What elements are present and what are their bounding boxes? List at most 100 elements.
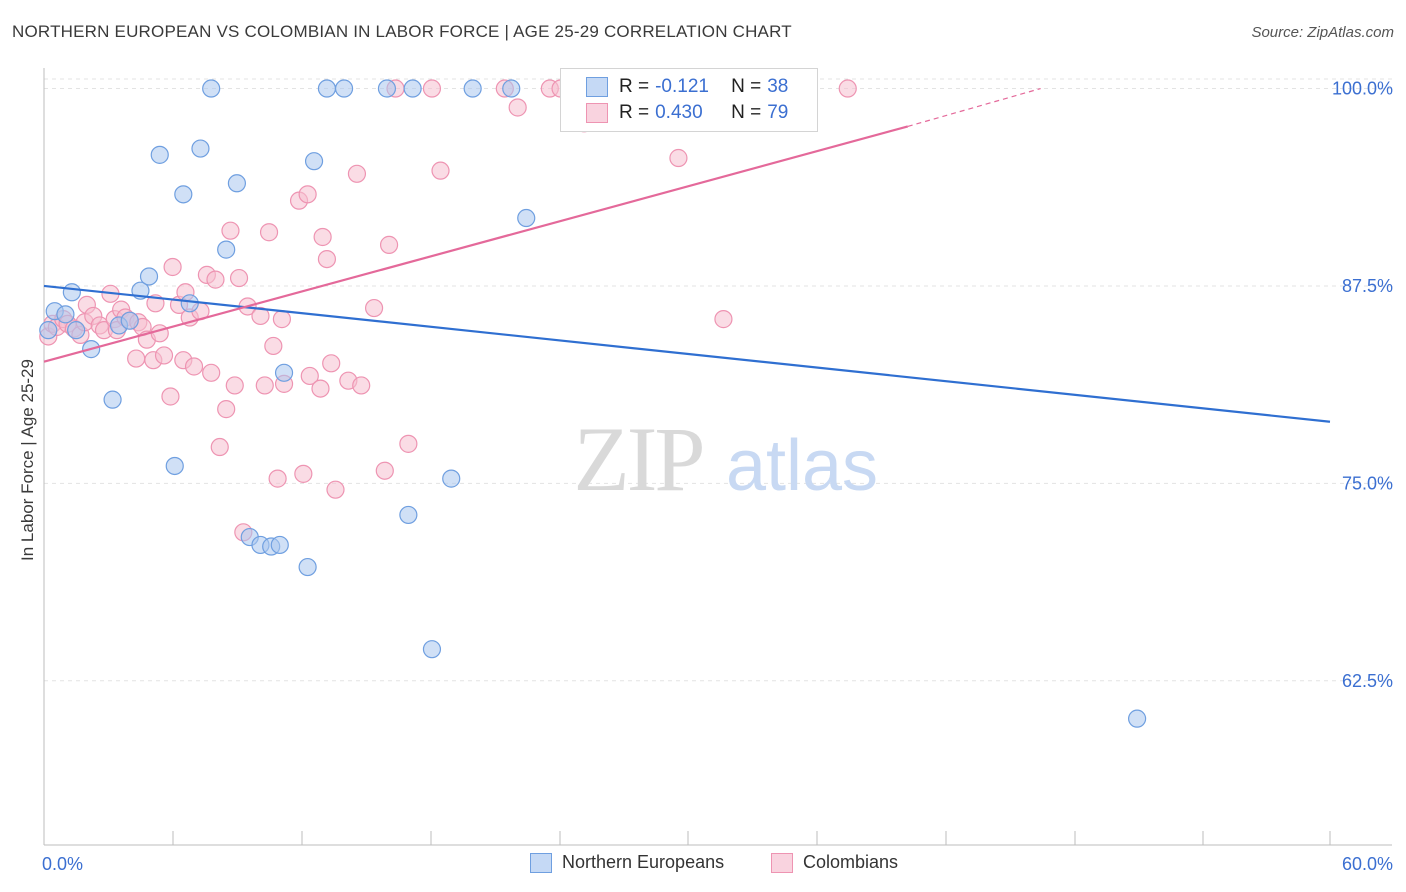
watermark-zip: ZIP [574, 408, 703, 510]
northern-europeans-point [180, 294, 199, 313]
colombians-point [352, 376, 371, 395]
colombians-point [300, 366, 319, 386]
northern-europeans-point [62, 283, 81, 302]
colombians-point [264, 336, 283, 356]
colombians-point [259, 223, 279, 242]
y-axis-title: In Labor Force | Age 25-29 [18, 359, 37, 561]
colombians-point [154, 346, 174, 365]
chart-title: NORTHERN EUROPEAN VS COLOMBIAN IN LABOR … [12, 22, 792, 41]
legend-swatch-blue [586, 77, 608, 97]
colombians-point [347, 164, 367, 183]
colombians-point [669, 148, 688, 168]
northern-europeans-point [274, 363, 294, 382]
y-tick-label: 100.0% [1332, 79, 1393, 99]
grid-lines [44, 78, 1392, 682]
y-tick-labels: 62.5% 75.0% 87.5% 100.0% [1332, 79, 1393, 691]
northern-europeans-point [56, 305, 75, 324]
legend-r-label: R = [619, 76, 650, 97]
legend-n-label: N = [731, 102, 762, 123]
northern-europeans-trend-line [43, 284, 1331, 423]
northern-europeans-point [399, 505, 418, 525]
northern-europeans-point [422, 640, 442, 659]
northern-europeans-point [217, 240, 236, 259]
northern-europeans-point [463, 79, 482, 98]
colombians-point [326, 480, 345, 499]
colombians-point [184, 357, 204, 376]
northern-europeans-point [334, 79, 354, 98]
colombians-point [161, 387, 180, 406]
y-tick-label: 87.5% [1342, 276, 1393, 296]
series-swatch-pink [771, 852, 793, 873]
colombians-point [375, 461, 394, 480]
northern-europeans-point [227, 174, 246, 193]
northern-europeans-point [67, 321, 86, 340]
colombians-point [317, 249, 337, 269]
colombians-point [364, 298, 384, 318]
legend-n-label: N = [731, 76, 762, 97]
colombians-point [298, 185, 317, 204]
legend-r-value: 0.430 [655, 102, 703, 123]
legend-r-label: R = [619, 102, 650, 123]
x-tick-label: 60.0% [1342, 854, 1393, 874]
colombians-point [313, 227, 332, 247]
colombians-point [229, 268, 249, 288]
colombians-point [322, 354, 341, 373]
watermark: ZIP atlas [574, 408, 879, 510]
northern-europeans-point [317, 79, 337, 98]
northern-europeans-point [377, 79, 397, 98]
series-legend-colombians[interactable]: Colombians [771, 852, 898, 873]
correlation-legend: R = -0.121 N = 38 R = 0.430 N = 79 [560, 68, 818, 132]
colombians-point [379, 235, 399, 254]
colombians-point [255, 376, 274, 395]
northern-europeans-point [150, 145, 169, 164]
legend-row-colombians: R = 0.430 N = 79 [586, 101, 788, 125]
northern-europeans-point [304, 152, 324, 171]
colombians-point [127, 349, 146, 368]
colombians-point [272, 310, 292, 329]
northern-europeans-point [502, 79, 521, 98]
x-tick-label: 0.0% [42, 854, 83, 874]
colombians-point [422, 79, 442, 98]
northern-europeans-point [442, 469, 461, 488]
colombians-point [268, 469, 287, 488]
legend-row-northern-europeans: R = -0.121 N = 38 [586, 75, 789, 99]
legend-n-value: 38 [767, 76, 789, 97]
axes [43, 68, 1392, 846]
trend-lines [43, 87, 1331, 423]
northern-europeans-points [39, 79, 1147, 728]
colombians-point [225, 376, 244, 395]
colombians-point [206, 270, 225, 289]
legend-r-value: -0.121 [655, 76, 709, 97]
y-tick-label: 75.0% [1342, 473, 1393, 493]
source-label: Source: ZipAtlas.com [1251, 24, 1394, 41]
northern-europeans-point [120, 311, 139, 330]
colombians-point [210, 437, 229, 457]
colombians-point [838, 79, 857, 98]
colombians-point [251, 306, 270, 326]
series-legend-northern-europeans[interactable]: Northern Europeans [530, 852, 724, 873]
northern-europeans-point [39, 321, 58, 340]
northern-europeans-point [298, 557, 317, 577]
colombians-trend-line [43, 125, 909, 363]
series-label-pink: Colombians [803, 852, 899, 872]
colombians-trend-extension [907, 87, 1041, 128]
colombians-point [150, 324, 169, 343]
y-tick-label: 62.5% [1342, 671, 1393, 691]
x-tick-labels: 0.0% 60.0% [42, 854, 1393, 874]
colombians-point [163, 257, 182, 277]
northern-europeans-point [1127, 709, 1147, 728]
colombians-point [221, 221, 240, 240]
northern-europeans-point [103, 390, 122, 409]
northern-europeans-point [165, 456, 184, 476]
northern-europeans-point [139, 267, 159, 286]
colombians-point [431, 161, 450, 180]
colombians-point [202, 363, 221, 382]
northern-europeans-point [202, 79, 221, 98]
northern-europeans-point [517, 208, 536, 228]
colombians-point [508, 98, 527, 117]
colombians-point [311, 379, 330, 398]
legend-swatch-pink [586, 103, 608, 123]
northern-europeans-point [191, 139, 210, 158]
northern-europeans-point [270, 535, 289, 555]
watermark-atlas: atlas [726, 426, 878, 506]
